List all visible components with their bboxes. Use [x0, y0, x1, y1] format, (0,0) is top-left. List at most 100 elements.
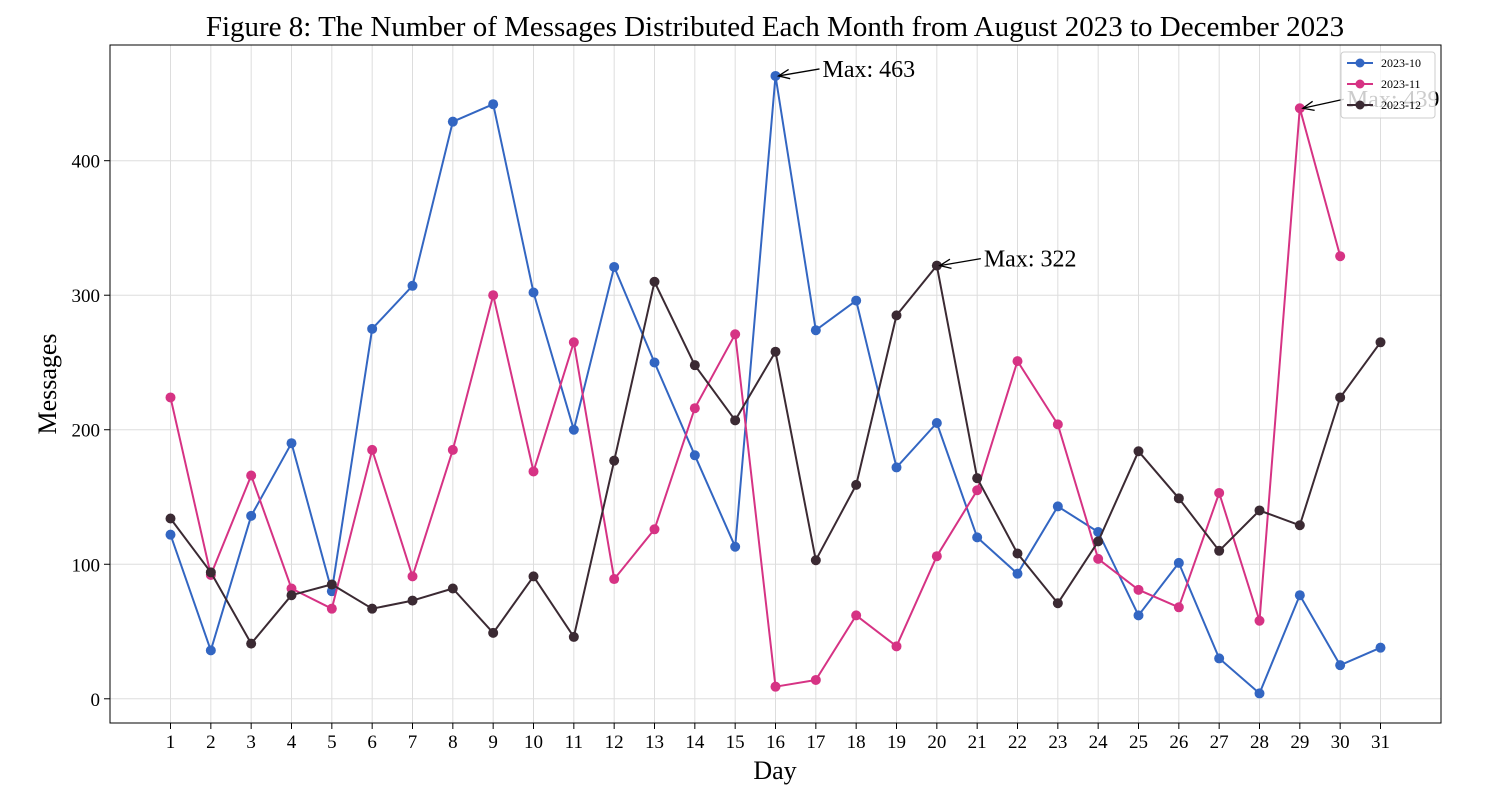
data-point	[730, 415, 741, 426]
data-point	[730, 541, 741, 552]
legend-item: 2023-10	[1347, 56, 1421, 70]
x-tick-label: 22	[1008, 732, 1027, 753]
data-point	[649, 357, 660, 368]
x-tick-label: 19	[887, 732, 906, 753]
data-point	[528, 466, 539, 477]
data-point	[1012, 548, 1023, 559]
annotation-arrowhead	[776, 68, 791, 80]
max-annotation: Max: 463	[776, 57, 916, 83]
data-point	[1214, 653, 1225, 664]
data-point	[568, 424, 579, 435]
data-point	[286, 590, 297, 601]
data-point	[1052, 419, 1063, 430]
x-tick-label: 10	[524, 732, 543, 753]
data-point	[488, 99, 499, 110]
data-point	[931, 551, 942, 562]
x-tick-label: 6	[367, 732, 377, 753]
data-point	[568, 337, 579, 348]
data-point	[1173, 493, 1184, 504]
annotation-arrow	[1302, 98, 1344, 109]
data-point	[326, 603, 337, 614]
data-point	[1294, 520, 1305, 531]
data-point	[891, 462, 902, 473]
data-point	[205, 567, 216, 578]
series-2023-12	[165, 260, 1386, 649]
y-tick-label: 300	[72, 286, 101, 307]
data-point	[568, 631, 579, 642]
data-point	[891, 310, 902, 321]
data-point	[770, 70, 781, 81]
data-point	[851, 479, 862, 490]
y-tick-label: 100	[72, 555, 101, 576]
x-axis-label: Day	[753, 756, 796, 785]
x-tick-label: 8	[448, 732, 458, 753]
x-tick-label: 21	[968, 732, 987, 753]
y-tick-label: 400	[72, 152, 101, 173]
x-tick-label: 14	[685, 732, 705, 753]
legend-marker	[1355, 100, 1365, 110]
legend-label: 2023-12	[1381, 98, 1421, 112]
data-point	[1335, 660, 1346, 671]
x-tick-label: 23	[1048, 732, 1067, 753]
data-point	[689, 360, 700, 371]
x-tick-label: 4	[287, 732, 297, 753]
data-point	[165, 513, 176, 524]
legend-marker	[1355, 79, 1365, 89]
data-point	[205, 645, 216, 656]
data-point	[407, 571, 418, 582]
data-point	[488, 627, 499, 638]
data-point	[1133, 446, 1144, 457]
annotation-label: Max: 322	[984, 247, 1077, 273]
data-point	[730, 329, 741, 340]
data-point	[891, 641, 902, 652]
data-point	[1335, 251, 1346, 262]
annotation-label: Max: 463	[823, 57, 916, 83]
x-tick-label: 15	[726, 732, 745, 753]
data-point	[810, 674, 821, 685]
x-tick-label: 24	[1089, 732, 1109, 753]
x-tick-label: 13	[645, 732, 664, 753]
data-point	[1133, 584, 1144, 595]
data-point	[447, 444, 458, 455]
x-tick-label: 25	[1129, 732, 1148, 753]
data-point	[1214, 487, 1225, 498]
data-point	[1052, 598, 1063, 609]
data-point	[1012, 356, 1023, 367]
data-point	[246, 510, 257, 521]
data-point	[770, 681, 781, 692]
x-tick-label: 17	[806, 732, 825, 753]
x-tick-label: 20	[927, 732, 946, 753]
x-tick-label: 16	[766, 732, 785, 753]
data-point	[528, 571, 539, 582]
data-point	[649, 524, 660, 535]
data-point	[326, 579, 337, 590]
data-point	[1133, 610, 1144, 621]
data-point	[689, 450, 700, 461]
data-point	[1294, 590, 1305, 601]
data-point	[367, 603, 378, 614]
y-tick-label: 200	[72, 421, 101, 442]
annotation-arrowhead	[938, 258, 952, 269]
data-point	[931, 418, 942, 429]
data-point	[165, 529, 176, 540]
y-axis-label: Messages	[33, 333, 62, 434]
legend-marker	[1355, 58, 1365, 68]
data-point	[1214, 545, 1225, 556]
x-tick-label: 26	[1169, 732, 1188, 753]
data-point	[810, 325, 821, 336]
data-point	[609, 261, 620, 272]
x-tick-label: 9	[488, 732, 498, 753]
data-point	[851, 295, 862, 306]
data-point	[1335, 392, 1346, 403]
x-tick-label: 11	[565, 732, 583, 753]
data-point	[649, 276, 660, 287]
axes: 1 2 3 4 5 6 7 8 9 10 11 12 13 14 15 16 17 18 19 20 21 22 23 24 2…	[72, 44, 1442, 753]
data-point	[689, 403, 700, 414]
legend-item: 2023-11	[1347, 77, 1421, 91]
data-point	[609, 574, 620, 585]
legend-item: 2023-12	[1347, 98, 1421, 112]
x-tick-label: 29	[1290, 732, 1309, 753]
data-point	[407, 595, 418, 606]
data-point	[246, 638, 257, 649]
data-point	[1093, 536, 1104, 547]
